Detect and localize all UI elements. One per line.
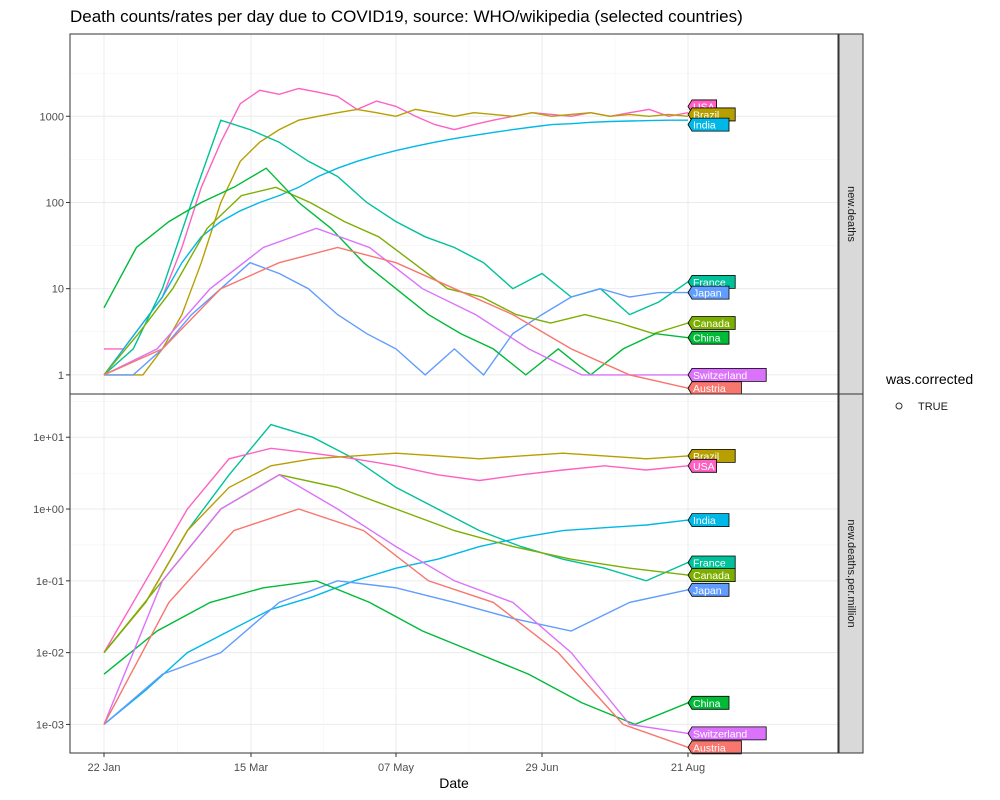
end-label-text: USA [693,461,715,473]
facet-strip-label: new.deaths.per.million [845,519,857,627]
panel-1: 1e-031e-021e-011e+001e+01BrazilUSAIndiaF… [33,393,864,754]
end-label-text: France [693,557,726,569]
end-label-canada: Canada [687,568,736,582]
series-line-japan [103,580,689,725]
facet-strip [838,33,864,395]
end-label-japan: Japan [687,285,730,300]
facet-strip-label: new.deaths [845,186,857,242]
series-line-switzerland [103,227,688,376]
end-label-text: Austria [693,383,726,395]
end-label-text: Switzerland [693,370,747,382]
series-line-china [103,580,689,726]
x-axis-title: Date [439,775,469,791]
end-label-text: Canada [693,570,730,582]
x-axis: 22 Jan 15 Mar 07 May 29 Jun 21 Aug [87,753,705,774]
series-line-canada [103,186,689,376]
x-tick-label: 21 Aug [671,762,705,774]
end-label-text: Austria [693,742,726,754]
panel-0: 1101001000USABrazilIndiaFranceJapanCanad… [40,33,864,395]
facet-strip [838,393,864,754]
y-tick-label: 1e+00 [33,504,64,516]
series-line-usa [103,447,689,653]
end-label-text: Japan [693,585,722,597]
end-label-text: China [693,698,721,710]
series-line-brazil [104,108,689,376]
series-line-france [103,423,689,654]
y-tick-label: 1e-03 [36,719,64,731]
x-tick-label: 07 May [378,762,415,774]
end-labels: BrazilUSAIndiaFranceCanadaJapanChinaSwit… [687,448,767,754]
series-line-japan [104,261,688,376]
chart-panels: 1101001000USABrazilIndiaFranceJapanCanad… [33,33,864,774]
end-label-austria: Austria [687,381,742,395]
y-tick-label: 100 [46,197,64,209]
end-label-china: China [687,695,730,710]
end-label-switzerland: Switzerland [687,726,767,740]
y-tick-label: 1e+01 [33,432,64,444]
legend-entry-true: TRUE [918,401,948,413]
series-line-india [103,119,688,376]
series-line-brazil [103,452,689,654]
series-line-india [103,519,689,725]
chart-legend: was.corrected TRUE [885,371,973,413]
series-lines [103,87,689,389]
end-label-canada: Canada [687,316,736,330]
end-label-text: Canada [693,318,730,330]
chart-title: Death counts/rates per day due to COVID1… [70,7,743,26]
end-label-france: France [687,555,736,569]
end-label-japan: Japan [687,582,730,597]
panel-border [69,393,839,754]
end-label-india: India [687,117,730,132]
x-tick-label: 22 Jan [87,762,120,774]
y-tick-label: 1000 [40,111,64,123]
series-lines [103,423,689,748]
end-label-india: India [687,513,730,527]
end-label-austria: Austria [687,740,742,754]
end-label-text: India [693,120,716,132]
end-label-switzerland: Switzerland [687,367,767,382]
series-line-austria [103,246,689,389]
x-tick-label: 29 Jun [525,762,558,774]
x-tick-label: 15 Mar [234,762,269,774]
end-label-china: China [687,330,730,345]
series-line-switzerland [103,473,689,735]
end-label-text: Japan [693,288,722,300]
end-label-text: China [693,333,721,345]
y-tick-label: 1e-01 [36,576,64,588]
y-tick-label: 10 [52,284,64,296]
legend-key-circle [895,402,903,410]
end-label-text: Switzerland [693,728,747,740]
end-label-text: India [693,515,716,527]
y-tick-label: 1e-02 [36,648,64,660]
end-label-usa: USA [687,458,717,473]
legend-title: was.corrected [885,371,973,387]
y-tick-label: 1 [58,370,64,382]
series-line-austria [103,508,689,748]
end-labels: USABrazilIndiaFranceJapanCanadaChinaSwit… [687,99,767,395]
